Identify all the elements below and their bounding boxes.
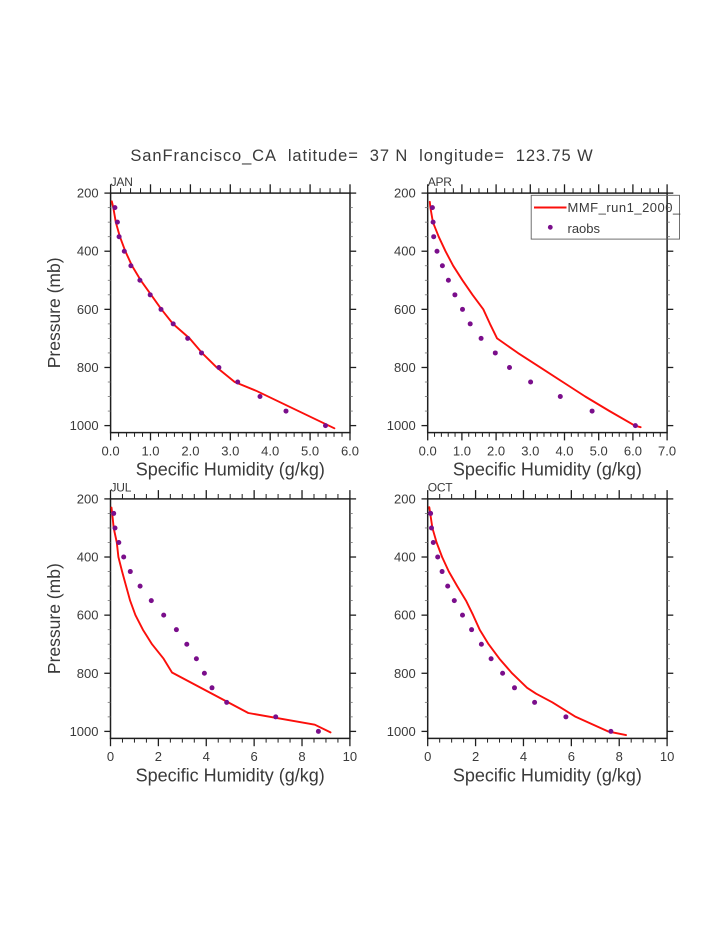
- svg-text:MMF_run1_2000_: MMF_run1_2000_: [568, 200, 681, 215]
- svg-text:Pressure (mb): Pressure (mb): [44, 563, 64, 674]
- svg-text:800: 800: [77, 666, 99, 681]
- svg-text:4: 4: [520, 749, 527, 764]
- svg-text:200: 200: [394, 491, 416, 506]
- svg-text:4.0: 4.0: [261, 443, 279, 458]
- svg-text:200: 200: [77, 491, 99, 506]
- svg-text:Specific Humidity (g/kg): Specific Humidity (g/kg): [453, 460, 642, 480]
- svg-text:7.0: 7.0: [658, 443, 676, 458]
- svg-text:0: 0: [107, 749, 114, 764]
- svg-text:8: 8: [298, 749, 305, 764]
- svg-text:600: 600: [77, 608, 99, 623]
- svg-text:6.0: 6.0: [341, 443, 359, 458]
- svg-text:1000: 1000: [70, 724, 99, 739]
- svg-text:4.0: 4.0: [555, 443, 573, 458]
- svg-text:400: 400: [394, 244, 416, 259]
- svg-text:1000: 1000: [70, 418, 99, 433]
- svg-text:800: 800: [394, 666, 416, 681]
- svg-text:600: 600: [77, 302, 99, 317]
- svg-text:3.0: 3.0: [521, 443, 539, 458]
- svg-text:1.0: 1.0: [141, 443, 159, 458]
- svg-text:8: 8: [616, 749, 623, 764]
- svg-text:10: 10: [343, 749, 357, 764]
- svg-text:5.0: 5.0: [590, 443, 608, 458]
- svg-text:600: 600: [394, 302, 416, 317]
- svg-text:6: 6: [251, 749, 258, 764]
- svg-text:5.0: 5.0: [301, 443, 319, 458]
- svg-text:2: 2: [155, 749, 162, 764]
- svg-text:0: 0: [424, 749, 431, 764]
- svg-text:200: 200: [77, 186, 99, 201]
- svg-text:1000: 1000: [387, 418, 416, 433]
- svg-text:800: 800: [394, 360, 416, 375]
- svg-text:0.0: 0.0: [419, 443, 437, 458]
- svg-text:10: 10: [660, 749, 674, 764]
- svg-text:OCT: OCT: [428, 481, 454, 495]
- svg-text:2: 2: [472, 749, 479, 764]
- svg-text:400: 400: [77, 244, 99, 259]
- svg-text:2.0: 2.0: [487, 443, 505, 458]
- svg-text:600: 600: [394, 608, 416, 623]
- svg-text:Specific Humidity (g/kg): Specific Humidity (g/kg): [453, 765, 642, 785]
- svg-text:400: 400: [394, 550, 416, 565]
- svg-text:6: 6: [568, 749, 575, 764]
- svg-text:3.0: 3.0: [221, 443, 239, 458]
- svg-text:Specific Humidity (g/kg): Specific Humidity (g/kg): [136, 460, 325, 480]
- svg-text:raobs: raobs: [568, 221, 601, 236]
- svg-text:JAN: JAN: [111, 175, 133, 189]
- svg-text:1.0: 1.0: [453, 443, 471, 458]
- svg-text:1000: 1000: [387, 724, 416, 739]
- svg-text:400: 400: [77, 550, 99, 565]
- svg-text:2.0: 2.0: [181, 443, 199, 458]
- svg-text:APR: APR: [428, 175, 453, 189]
- svg-text:SanFrancisco_CA latitude= 37: SanFrancisco_CA latitude= 37 N longitude…: [130, 147, 593, 165]
- svg-text:200: 200: [394, 186, 416, 201]
- svg-text:JUL: JUL: [111, 481, 132, 495]
- svg-text:800: 800: [77, 360, 99, 375]
- svg-text:6.0: 6.0: [624, 443, 642, 458]
- svg-text:Pressure (mb): Pressure (mb): [44, 257, 64, 368]
- svg-text:4: 4: [203, 749, 210, 764]
- svg-text:Specific Humidity (g/kg): Specific Humidity (g/kg): [136, 765, 325, 785]
- svg-text:0.0: 0.0: [102, 443, 120, 458]
